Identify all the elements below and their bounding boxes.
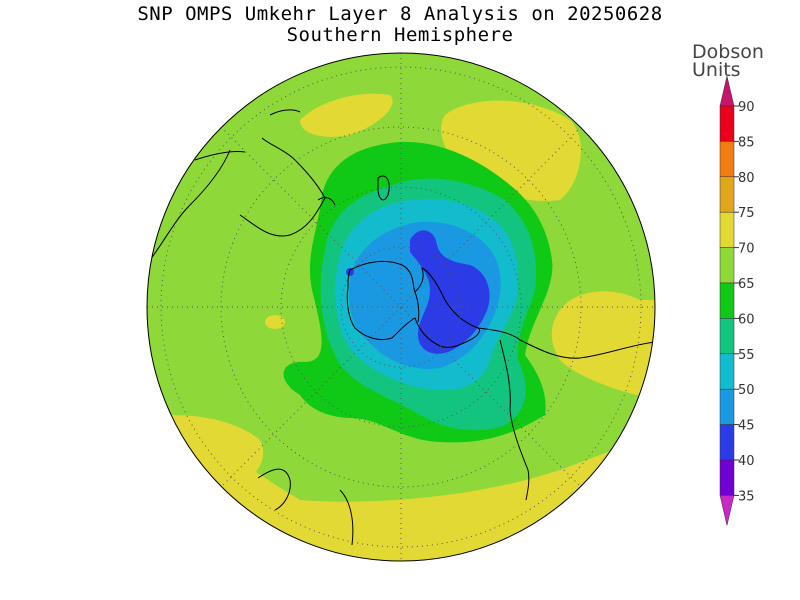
contour-70-top	[300, 93, 393, 137]
colorbar-tick-label: 90	[738, 100, 755, 115]
south-america-coast	[477, 327, 655, 359]
peninsula	[414, 291, 420, 323]
colorbar-tick-label: 55	[738, 348, 755, 363]
graticule	[147, 53, 655, 561]
australia-coast	[239, 137, 326, 237]
colorbar-bin	[719, 282, 735, 319]
colorbar-tick-label: 45	[738, 419, 755, 434]
map-subtitle: Southern Hemisphere	[286, 24, 514, 46]
colorbar-bin	[719, 247, 735, 284]
colorbar-tick-label: 75	[738, 206, 755, 221]
colorbar-tick-label: 70	[738, 242, 755, 257]
indonesia	[194, 109, 301, 161]
colorbar-bin	[719, 105, 735, 142]
africa-2	[339, 489, 354, 546]
coastlines	[149, 109, 655, 546]
map-title: SNP OMPS Umkehr Layer 8 Analysis on 2025…	[137, 3, 663, 25]
new-zealand	[377, 175, 390, 201]
australia-west	[149, 149, 231, 261]
colorbar-title: Dobson Units	[692, 41, 764, 81]
south-america-west	[499, 339, 530, 501]
colorbar-bin	[719, 141, 735, 178]
colorbar-bin	[719, 459, 735, 496]
contour-40-spot	[346, 268, 354, 276]
colorbar-tick-label: 40	[738, 454, 755, 469]
contour-40	[410, 230, 490, 354]
new-zealand-2	[317, 197, 336, 206]
colorbar-bin	[719, 353, 735, 390]
colorbar-tick-label: 65	[738, 277, 755, 292]
colorbar-tick-label: 50	[738, 383, 755, 398]
africa-coast	[257, 468, 291, 511]
colorbar-bin	[719, 424, 735, 461]
colorbar-tick-label: 60	[738, 312, 755, 327]
colorbar-bin	[719, 176, 735, 213]
contour-70-right	[551, 291, 655, 400]
colorbar-under-arrow	[719, 495, 735, 526]
map-border	[146, 52, 656, 562]
colorbar-tick-label: 85	[738, 135, 755, 150]
colorbar-over-arrow	[719, 75, 735, 107]
contour-70-spot-1	[265, 315, 285, 329]
colorbar-bin	[719, 388, 735, 425]
colorbar-tick-label: 35	[738, 489, 755, 504]
colorbar-bin	[719, 318, 735, 355]
colorbar-tick-label: 80	[738, 171, 755, 186]
colorbar-bin	[719, 211, 735, 248]
